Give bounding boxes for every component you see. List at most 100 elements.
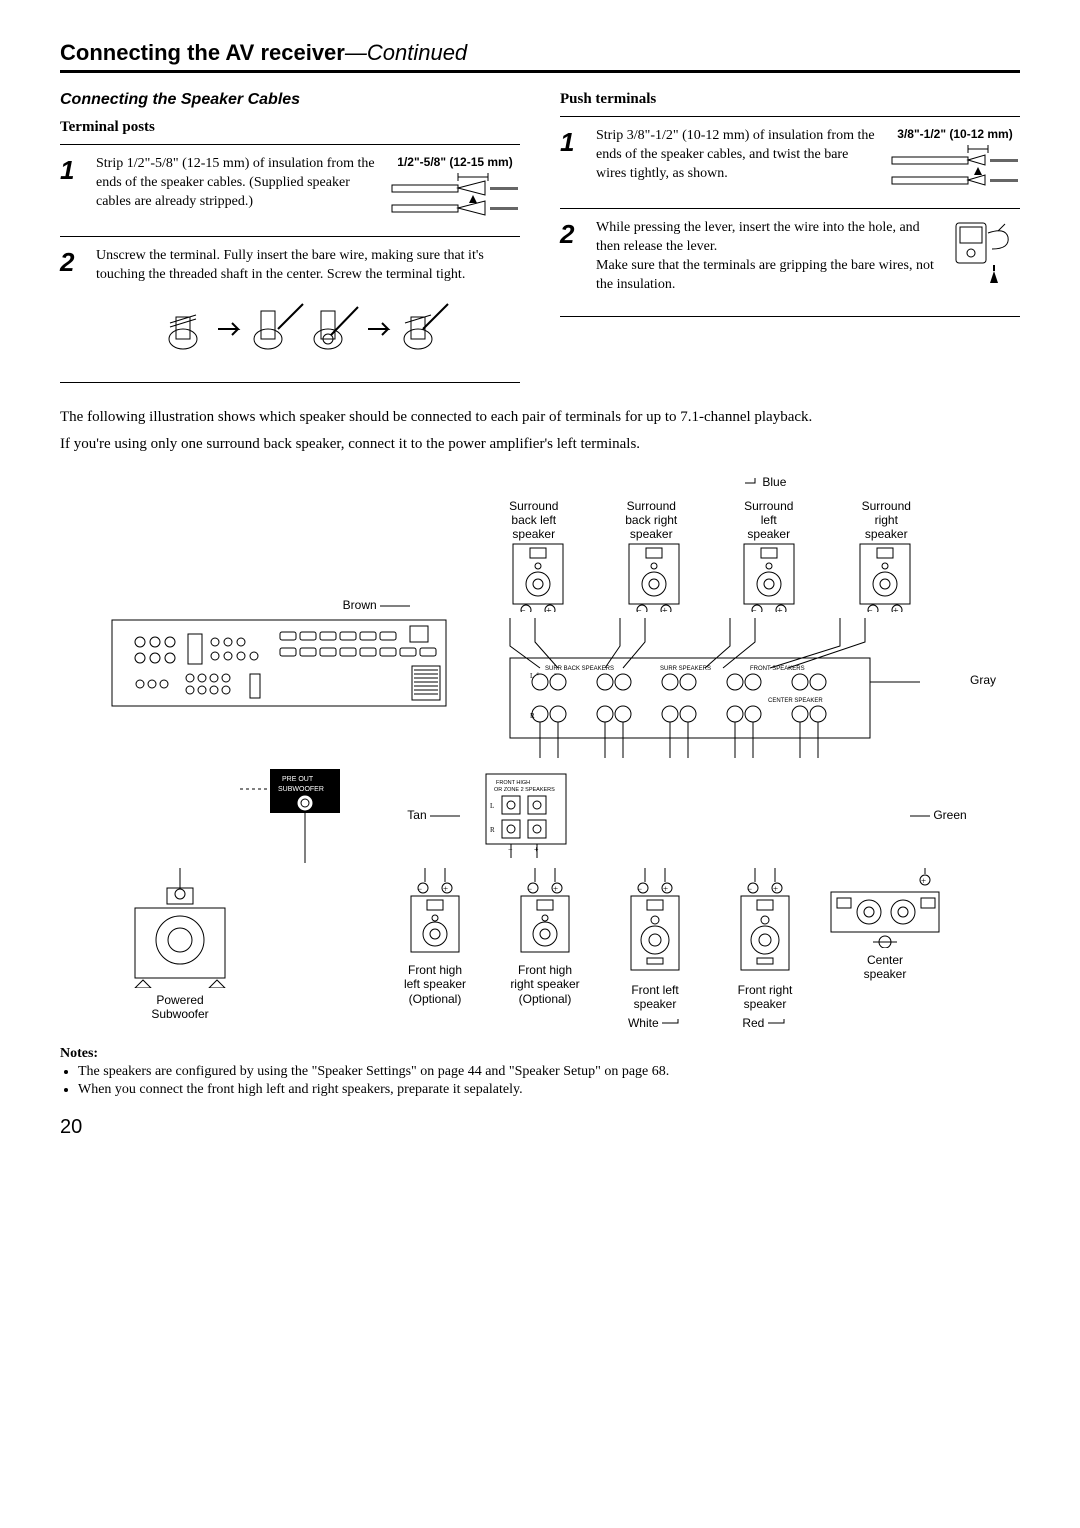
step-number: 1 <box>560 127 596 196</box>
svg-text:+: + <box>921 876 926 886</box>
label-sl: Surround left speaker <box>715 499 823 542</box>
svg-text:−: − <box>520 606 526 612</box>
speaker-box-sl: −+ <box>719 542 819 612</box>
terminal-posts-title: Terminal posts <box>60 119 520 136</box>
push-terminal-svg <box>950 219 1020 299</box>
front-high-terminals: FRONT HIGH OR ZONE 2 SPEAKERS L R −+ <box>466 768 586 863</box>
front-left-block: − + Front left speaker White <box>600 868 710 1030</box>
receiver-row: SURR BACK SPEAKERS SURR SPEAKERS FRONT S… <box>110 618 970 763</box>
svg-text:+: + <box>662 606 668 612</box>
subwoofer-preout: PRE OUT SUBWOOFER <box>240 763 370 868</box>
top-speaker-row: Brown −+ −+ −+ −+ <box>110 542 970 612</box>
push-terminals-title: Push terminals <box>560 91 1020 108</box>
wire-strip-illustration: 1/2"-5/8" (12-15 mm) <box>390 155 520 224</box>
label-sr: Surround right speaker <box>833 499 941 542</box>
svg-text:L: L <box>490 802 494 810</box>
step-text: Strip 1/2"-5/8" (12-15 mm) of insulation… <box>96 155 382 224</box>
label-sub: Powered Subwoofer <box>110 993 250 1022</box>
subsection-heading: Connecting the Speaker Cables <box>60 91 520 109</box>
color-blue: Blue <box>745 475 823 489</box>
svg-text:+: + <box>663 884 668 894</box>
svg-text:R: R <box>530 712 535 720</box>
svg-text:+: + <box>546 606 552 612</box>
label-fl: Front left speaker <box>600 983 710 1012</box>
meas-label: 1/2"-5/8" (12-15 mm) <box>390 155 520 169</box>
step-number: 2 <box>560 219 596 304</box>
front-high-right-block: − + Front high right speaker (Optional) <box>490 868 600 1006</box>
fr-svg: − + <box>725 868 805 978</box>
label-sbl: Surround back left speaker <box>480 499 588 542</box>
fl-svg: − + <box>615 868 695 978</box>
terminal-sequence-illustration <box>96 285 520 370</box>
right-step-1: 1 Strip 3/8"-1/2" (10-12 mm) of insulati… <box>560 116 1020 208</box>
svg-text:R: R <box>490 826 495 834</box>
svg-text:OR ZONE 2 SPEAKERS: OR ZONE 2 SPEAKERS <box>494 787 555 793</box>
body-paragraph-1: The following illustration shows which s… <box>60 407 1020 428</box>
svg-text:−: − <box>637 884 642 894</box>
svg-text:+: + <box>773 884 778 894</box>
fhl-svg: − + <box>395 868 475 958</box>
wire-illustration-svg <box>390 169 520 219</box>
svg-text:−: − <box>751 606 757 612</box>
front-right-block: − + Front right speaker Red <box>710 868 820 1030</box>
terminal-strip: SURR BACK SPEAKERS SURR SPEAKERS FRONT S… <box>450 618 970 763</box>
meas-label: 3/8"-1/2" (10-12 mm) <box>890 127 1020 141</box>
body-paragraph-2: If you're using only one surround back s… <box>60 434 1020 455</box>
label-center: Center speaker <box>820 953 950 982</box>
right-step-2: 2 While pressing the lever, insert the w… <box>560 208 1020 317</box>
label-fr: Front right speaker <box>710 983 820 1012</box>
front-high-left-block: − + Front high left speaker (Optional) <box>380 868 490 1006</box>
color-tan: Tan <box>370 808 466 822</box>
note-item: When you connect the front high left and… <box>78 1082 1020 1098</box>
step-text: Strip 3/8"-1/2" (10-12 mm) of insulation… <box>596 127 882 196</box>
mid-row: PRE OUT SUBWOOFER Tan FRONT HIGH OR ZONE… <box>110 763 970 868</box>
continued-text: —Continued <box>345 40 467 65</box>
svg-text:−: − <box>867 606 873 612</box>
right-column: Push terminals 1 Strip 3/8"-1/2" (10-12 … <box>560 91 1020 383</box>
push-terminal-illustration <box>950 219 1020 304</box>
front-high-svg: FRONT HIGH OR ZONE 2 SPEAKERS L R −+ <box>466 768 586 858</box>
color-red: Red <box>710 1016 820 1030</box>
subwoofer-svg <box>115 868 245 988</box>
note-item: The speakers are configured by using the… <box>78 1064 1020 1080</box>
svg-text:+: + <box>777 606 783 612</box>
receiver-panel <box>110 618 450 763</box>
page-number: 20 <box>60 1116 1020 1139</box>
terminal-strip-svg: SURR BACK SPEAKERS SURR SPEAKERS FRONT S… <box>450 618 970 758</box>
svg-text:−: − <box>554 670 558 678</box>
left-column: Connecting the Speaker Cables Terminal p… <box>60 91 520 383</box>
step-text: While pressing the lever, insert the wir… <box>596 219 944 304</box>
top-labels-row: Blue Surround back left speaker Surround… <box>110 475 970 542</box>
svg-text:−: − <box>527 884 532 894</box>
bottom-speaker-row: Powered Subwoofer − + Front high left sp… <box>110 868 970 1030</box>
color-white: White <box>600 1016 710 1030</box>
label-fhl: Front high left speaker (Optional) <box>380 963 490 1006</box>
svg-text:CENTER SPEAKER: CENTER SPEAKER <box>768 698 823 704</box>
svg-text:FRONT SPEAKERS: FRONT SPEAKERS <box>750 666 805 672</box>
color-gray: Gray <box>970 618 996 763</box>
fhr-svg: − + <box>505 868 585 958</box>
speaker-box-sbl: −+ <box>488 542 588 612</box>
svg-text:+: + <box>893 606 899 612</box>
color-green: Green <box>910 808 970 822</box>
left-step-2: 2 Unscrew the terminal. Fully insert the… <box>60 236 520 383</box>
svg-text:L: L <box>530 672 534 680</box>
svg-text:+: + <box>443 884 448 894</box>
svg-text:−: − <box>417 884 422 894</box>
center-svg: + <box>825 868 945 948</box>
speaker-box-sr: −+ <box>835 542 935 612</box>
step-number: 2 <box>60 247 96 370</box>
svg-text:−: − <box>747 884 752 894</box>
speaker-box-sbr: −+ <box>604 542 704 612</box>
svg-text:FRONT HIGH: FRONT HIGH <box>496 780 530 786</box>
svg-text:+: + <box>536 670 540 678</box>
svg-text:SUBWOOFER: SUBWOOFER <box>278 786 324 793</box>
notes-list: The speakers are configured by using the… <box>60 1064 1020 1098</box>
section-title: Connecting the AV receiver—Continued <box>60 40 1020 73</box>
svg-text:−: − <box>636 606 642 612</box>
step-number: 1 <box>60 155 96 224</box>
label-sbr: Surround back right speaker <box>598 499 706 542</box>
two-column-layout: Connecting the Speaker Cables Terminal p… <box>60 91 1020 383</box>
wire-illustration-svg <box>890 141 1020 191</box>
label-fhr: Front high right speaker (Optional) <box>490 963 600 1006</box>
